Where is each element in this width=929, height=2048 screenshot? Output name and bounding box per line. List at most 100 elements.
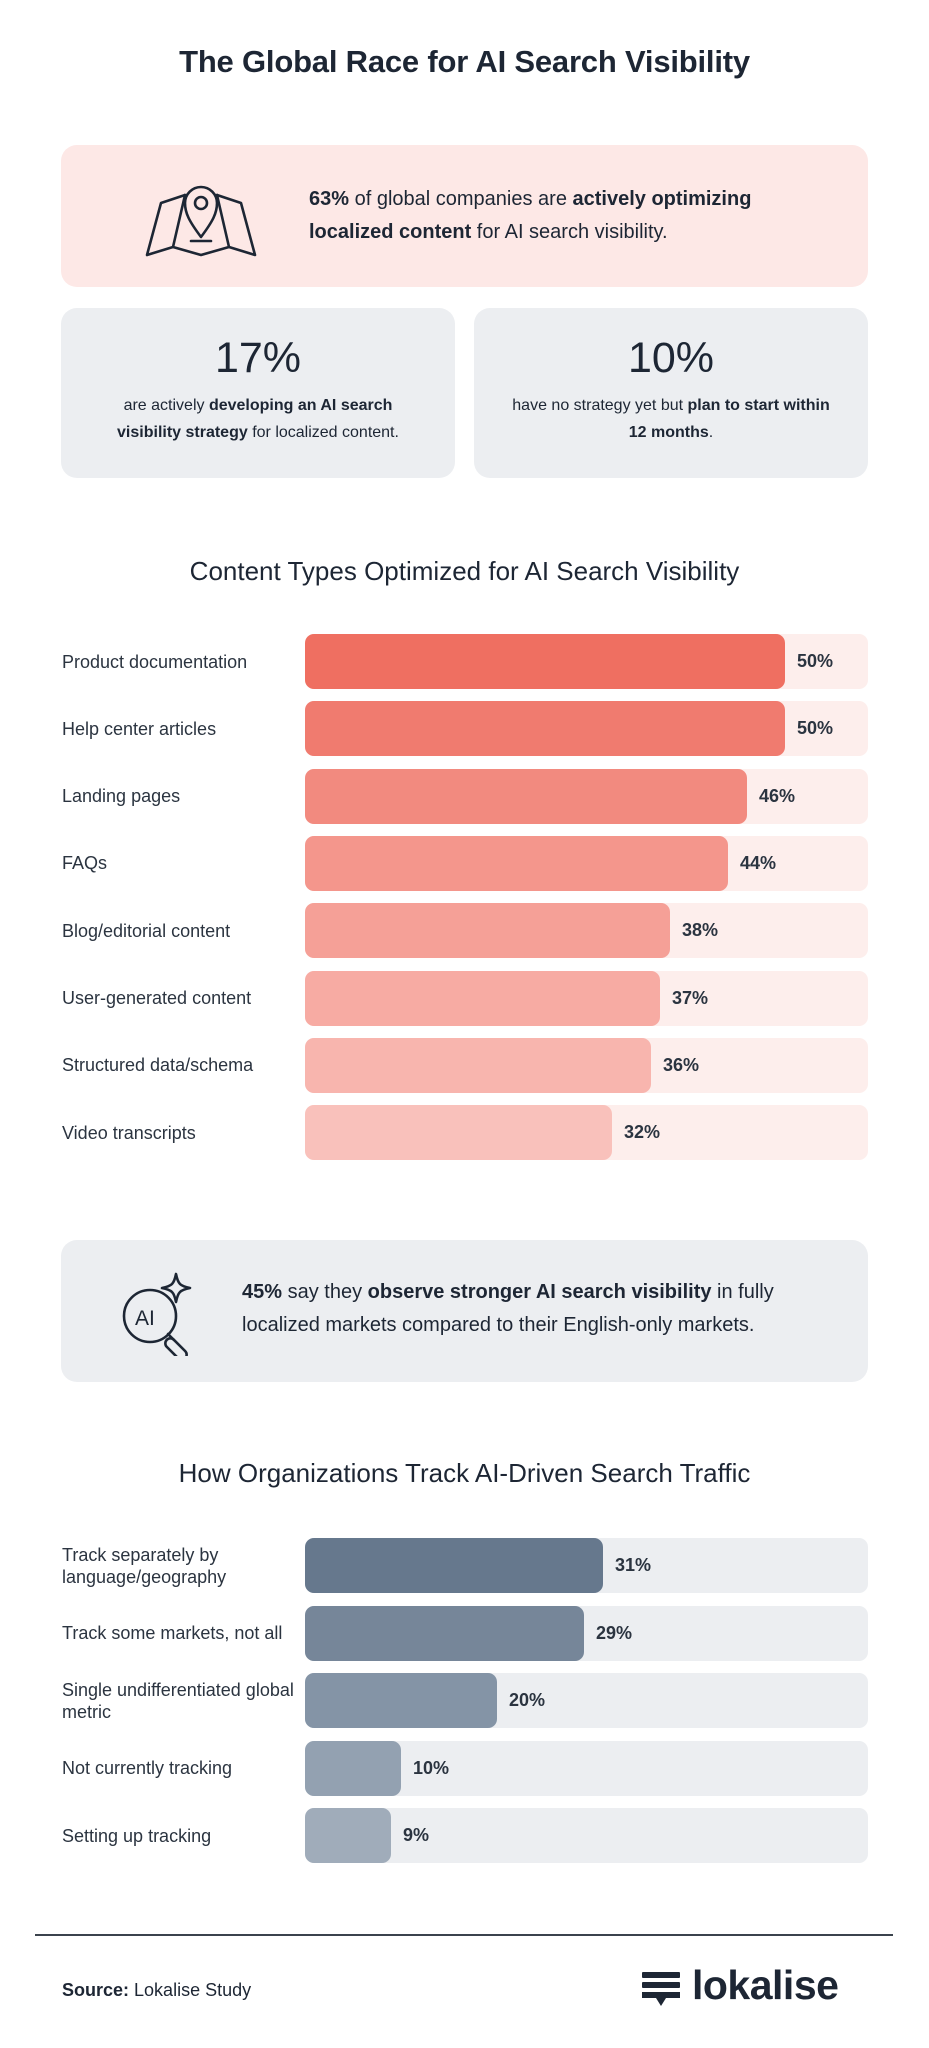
stat-text: have no strategy yet but plan to start w… [504,392,838,446]
category-label: FAQs [62,853,108,874]
bar-row: Track some markets, not all 29% [61,1605,868,1661]
insight-pct: 45% [242,1281,283,1303]
value-label: 37% [672,987,709,1008]
stat-card-planning: 10% have no strategy yet but plan to sta… [474,308,868,478]
stat-bold-1: developing an AI search visibility strat… [117,397,393,441]
bar [305,768,747,824]
bar-track: 50% [305,634,868,689]
bar-track: 44% [305,835,868,891]
lokalise-logo[interactable]: lokalise [640,1962,840,2016]
stat-value: 10% [627,334,715,382]
insight-text-1: say they [282,1281,368,1303]
category-label: Landing pages [62,786,181,807]
ai-magnifier-icon: AI [122,1272,192,1356]
stat-bold-1: plan to start within 12 months [628,397,830,441]
category-label: Single undifferentiated global metric [62,1679,294,1722]
bar [305,1740,401,1796]
bar [305,1538,603,1593]
hero-text: 63% of global companies are actively opt… [309,183,809,249]
bar-row: Video transcripts 32% [61,1105,868,1161]
bar [305,701,785,757]
bar-row: Product documentation 50% [61,634,868,689]
insight-card: AI 45% say they observe stronger AI sear… [61,1240,868,1382]
value-label: 10% [413,1757,450,1778]
map-pin-icon [145,185,257,257]
stat-text-1: are actively [123,397,209,414]
bar-row: Track separately by language/geography 31… [61,1538,868,1593]
bar-track: 50% [305,701,868,757]
bar [305,1673,497,1728]
bar-row: FAQs 44% [61,835,868,891]
stat-value: 17% [214,334,302,382]
source-label: Source: [62,1980,130,2000]
bar-row: Landing pages 46% [61,768,868,824]
hero-pct: 63% [309,188,350,210]
svg-text:AI: AI [135,1307,155,1330]
category-label: Not currently tracking [62,1758,233,1778]
value-label: 44% [740,852,777,873]
bar-row: Setting up tracking 9% [61,1808,868,1863]
footer-divider [35,1934,893,1936]
bar [305,970,660,1026]
category-label: Track separately by language/geography [62,1544,227,1587]
category-label: Video transcripts [62,1122,196,1143]
bar-track: 46% [305,768,868,824]
category-label: Setting up tracking [62,1825,212,1846]
value-label: 31% [615,1555,652,1575]
bar [305,903,670,959]
bar-track: 38% [305,903,868,959]
bar-track: 36% [305,1037,868,1093]
bar [305,634,785,689]
hero-card: 63% of global companies are actively opt… [61,145,868,287]
value-label: 46% [759,785,796,806]
value-label: 50% [797,718,834,739]
stat-text-2: . [708,424,714,441]
category-label: Track some markets, not all [62,1623,283,1643]
stat-text-1: have no strategy yet but [512,397,688,414]
value-label: 9% [403,1825,430,1845]
bar-row: Help center articles 50% [61,701,868,757]
insight-bold-1: observe stronger AI search visibility [367,1281,712,1303]
value-label: 29% [596,1622,633,1643]
value-label: 36% [663,1054,700,1075]
bar [305,1808,391,1863]
bar-row: Blog/editorial content 38% [61,903,868,959]
page-title: The Global Race for AI Search Visibility [179,44,750,79]
insight-text-2: in fully localized markets compared to t… [242,1281,774,1336]
tracking-chart-title: How Organizations Track AI-Driven Search… [178,1458,751,1488]
value-label: 50% [797,651,834,671]
category-label: Structured data/schema [62,1055,254,1076]
bar-track: 31% [305,1538,868,1593]
bar-track: 20% [305,1673,868,1728]
insight-text: 45% say they observe stronger AI search … [242,1276,832,1342]
stat-card-developing: 17% are actively developing an AI search… [61,308,455,478]
hero-text-1: of global companies are [349,188,573,210]
stat-text: are actively developing an AI search vis… [91,392,425,446]
bar [305,1037,651,1093]
value-label: 38% [682,920,719,941]
content-types-chart-title: Content Types Optimized for AI Search Vi… [189,556,740,586]
bar-track: 29% [305,1605,868,1661]
category-label: Blog/editorial content [62,920,231,941]
bar-row: Structured data/schema 36% [61,1037,868,1093]
lokalise-logo-icon [642,1972,680,2006]
bar-track: 9% [305,1808,868,1863]
bar-row: Single undifferentiated global metric 20% [61,1673,868,1728]
bar [305,835,728,891]
hero-text-2: for AI search visibility. [471,221,668,243]
value-label: 20% [509,1690,546,1710]
stat-text-2: for localized content. [247,424,399,441]
lokalise-logo-text: lokalise [692,1962,839,2008]
source-note: Source: Lokalise Study [62,1980,251,2001]
bar-row: User-generated content 37% [61,970,868,1026]
value-label: 32% [624,1122,661,1143]
source-value: Lokalise Study [129,1980,252,2000]
bar [305,1605,584,1661]
category-label: Help center articles [62,718,217,739]
bar-track: 10% [305,1740,868,1796]
bar-track: 32% [305,1105,868,1161]
bar-track: 37% [305,970,868,1026]
bar-row: Not currently tracking 10% [61,1740,868,1796]
hero-bold-1: actively optimizing localized content [309,188,752,243]
category-label: Product documentation [62,651,248,672]
